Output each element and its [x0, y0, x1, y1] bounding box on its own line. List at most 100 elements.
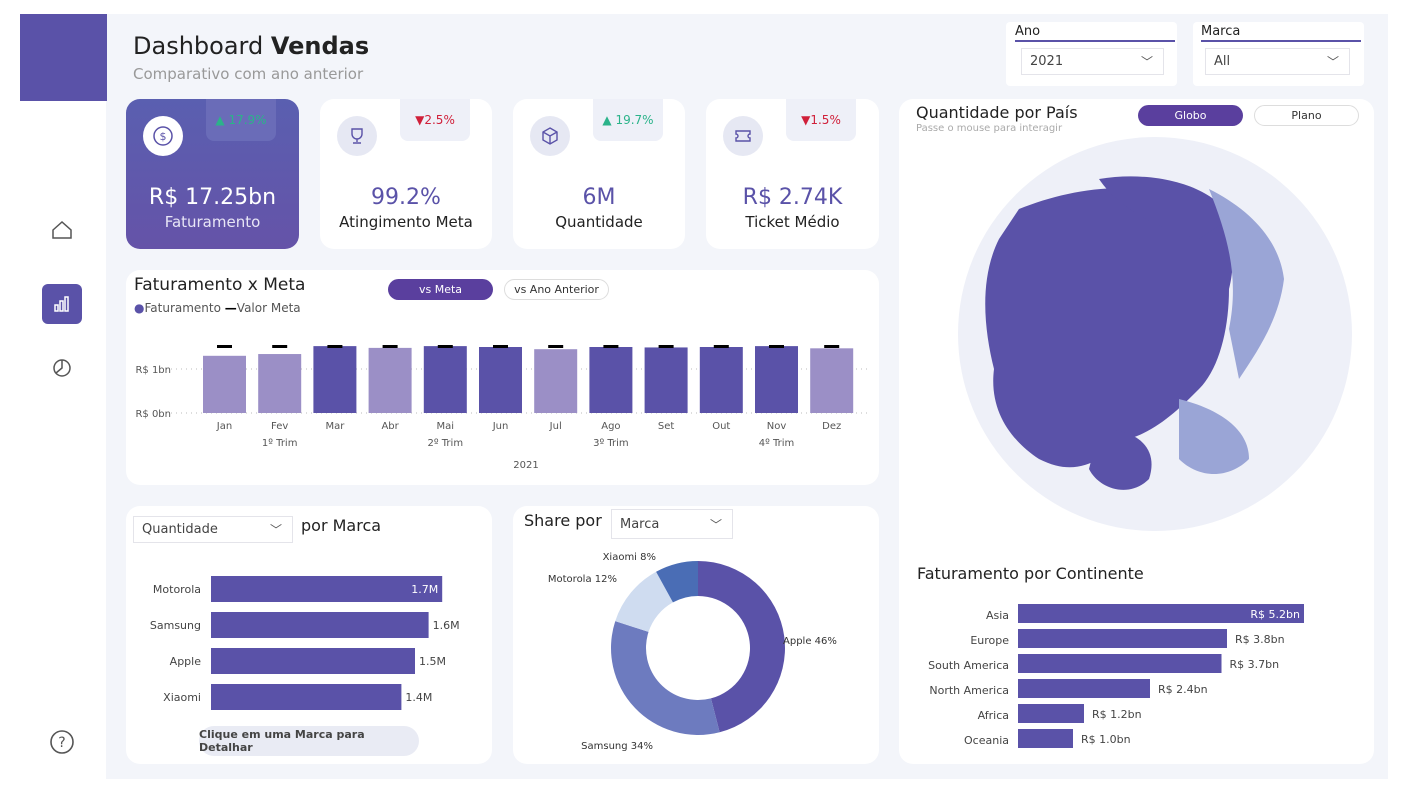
faturamento-meta-card: Faturamento x Meta ●Faturamento —Valor M…	[126, 270, 879, 485]
quarter-label: 4º Trim	[759, 438, 795, 449]
bar-South America	[1018, 654, 1222, 673]
meta-marker	[272, 345, 288, 348]
category-label: Xiaomi	[163, 691, 201, 704]
bar-Xiaomi	[211, 684, 402, 710]
pais-card: Quantidade por País Passe o mouse para i…	[899, 99, 1374, 764]
logo	[20, 14, 107, 101]
kpi-atingimento[interactable]: ▼ 2.5% 99.2% Atingimento Meta	[320, 99, 492, 249]
bar-Oceania	[1018, 729, 1073, 748]
data-label: 1.7M	[411, 583, 438, 596]
x-tick-label: Mai	[437, 421, 455, 432]
bar-Nov	[755, 346, 798, 413]
ano-dropdown[interactable]: 2021 ﹀	[1021, 48, 1164, 75]
region-east	[1209, 189, 1284, 379]
share-dimension-dropdown[interactable]: Marca ﹀	[611, 509, 733, 539]
kpi-faturamento[interactable]: ▲ 17.9% $ R$ 17.25bn Faturamento	[126, 99, 299, 249]
page-title: Dashboard Vendas	[133, 32, 370, 60]
chevron-down-icon: ﹀	[269, 523, 282, 537]
chart-title: por Marca	[301, 516, 382, 535]
page-subtitle: Comparativo com ano anterior	[133, 65, 364, 83]
bar-Ago	[589, 347, 633, 413]
marca-dropdown[interactable]: All ﹀	[1205, 48, 1350, 75]
share-donut-chart: Apple 46% Samsung 34% Motorola 12% Xiaomi 8…	[548, 552, 837, 752]
meta-marker	[824, 345, 840, 348]
data-label: 1.4M	[405, 691, 432, 704]
slice-label: Samsung 34%	[581, 741, 653, 752]
kpi-value: 99.2%	[371, 185, 441, 210]
help-icon[interactable]: ?	[42, 722, 82, 762]
x-tick-label: Jul	[549, 421, 562, 432]
meta-marker	[769, 345, 784, 348]
bar-Samsung	[211, 612, 429, 638]
vs-ano-anterior-toggle[interactable]: vs Ano Anterior	[504, 279, 609, 300]
vs-meta-toggle[interactable]: vs Meta	[388, 279, 493, 300]
meta-marker	[603, 345, 619, 348]
bar-chart-icon[interactable]	[42, 284, 82, 324]
home-icon[interactable]	[42, 210, 82, 250]
slice-label: Xiaomi 8%	[603, 552, 656, 563]
box-icon	[530, 116, 570, 156]
y-tick-label: R$ 1bn	[135, 365, 171, 376]
dollar-icon: $	[143, 116, 183, 156]
region-north	[1099, 176, 1229, 239]
slice-Samsung	[611, 621, 720, 735]
faturamento-bar-chart: R$ 0bn R$ 1bn Jan Fev Mar Abr Mai Jun Jul Ago Set O…	[135, 345, 871, 471]
category-label: Apple	[170, 655, 202, 668]
kpi-quantidade[interactable]: ▲ 19.7% 6M Quantidade	[513, 99, 685, 249]
region-eurasia	[985, 188, 1233, 468]
data-label: R$ 5.2bn	[1250, 608, 1300, 621]
category-label: North America	[929, 684, 1009, 697]
quarter-label: 2º Trim	[428, 438, 464, 449]
x-tick-label: Set	[658, 421, 675, 432]
data-label: R$ 2.4bn	[1158, 683, 1208, 696]
x-tick-label: Abr	[381, 421, 399, 432]
bar-Apple	[211, 648, 415, 674]
data-label: 1.6M	[433, 619, 460, 632]
data-label: R$ 1.0bn	[1081, 733, 1131, 746]
meta-marker	[217, 345, 232, 348]
y-tick-label: R$ 0bn	[135, 409, 171, 420]
bar-Jul	[534, 349, 578, 413]
x-tick-label: Fev	[271, 421, 288, 432]
bar-Motorola	[211, 576, 443, 602]
bar-Dez	[810, 348, 854, 413]
category-label: Motorola	[153, 583, 201, 596]
chart-title: Faturamento x Meta	[134, 275, 306, 295]
chart-title: Share por	[524, 511, 602, 530]
pie-chart-icon[interactable]	[42, 348, 82, 388]
kpi-ticket[interactable]: ▼ 1.5% R$ 2.74K Ticket Médio	[706, 99, 879, 249]
region-southwest	[1089, 429, 1152, 490]
quarter-label: 3º Trim	[593, 438, 629, 449]
svg-text:?: ?	[58, 735, 65, 751]
slice-label: Motorola 12%	[548, 574, 617, 585]
meta-marker	[493, 345, 508, 348]
map-subtitle: Passe o mouse para interagir	[916, 123, 1063, 134]
globe-map[interactable]	[899, 129, 1374, 539]
bar-Jun	[479, 347, 522, 413]
x-tick-label: Dez	[822, 421, 841, 432]
globo-toggle[interactable]: Globo	[1138, 105, 1243, 126]
kpi-value: 6M	[582, 185, 616, 210]
chart-legend: ●Faturamento —Valor Meta	[134, 301, 301, 315]
x-tick-label: Mar	[325, 421, 345, 432]
detalhar-marca-button[interactable]: Clique em uma Marca para Detalhar	[199, 726, 419, 756]
bar-Asia	[1018, 604, 1304, 623]
bar-Jan	[203, 355, 246, 413]
data-label: R$ 1.2bn	[1092, 708, 1142, 721]
kpi-value: R$ 17.25bn	[148, 185, 277, 210]
category-label: South America	[928, 659, 1009, 672]
svg-text:$: $	[160, 130, 167, 143]
metric-dropdown[interactable]: Quantidade ﹀	[133, 516, 293, 543]
category-label: Africa	[978, 709, 1009, 722]
delta-badge: ▼ 2.5%	[400, 99, 470, 141]
share-card: Share por Marca ﹀ Apple 46% Samsung 34% Mot…	[513, 506, 879, 764]
bar-Fev	[258, 354, 302, 413]
meta-marker	[658, 345, 674, 348]
plano-toggle[interactable]: Plano	[1254, 105, 1359, 126]
region-south	[1179, 399, 1249, 474]
filter-label: Ano	[1015, 24, 1041, 39]
marca-card: Quantidade ﹀ por Marca Motorola 1.7M Samsun…	[126, 506, 492, 764]
delta-badge: ▲ 17.9%	[206, 99, 276, 141]
slice-Xiaomi	[656, 561, 698, 603]
slice-Motorola	[615, 571, 673, 632]
